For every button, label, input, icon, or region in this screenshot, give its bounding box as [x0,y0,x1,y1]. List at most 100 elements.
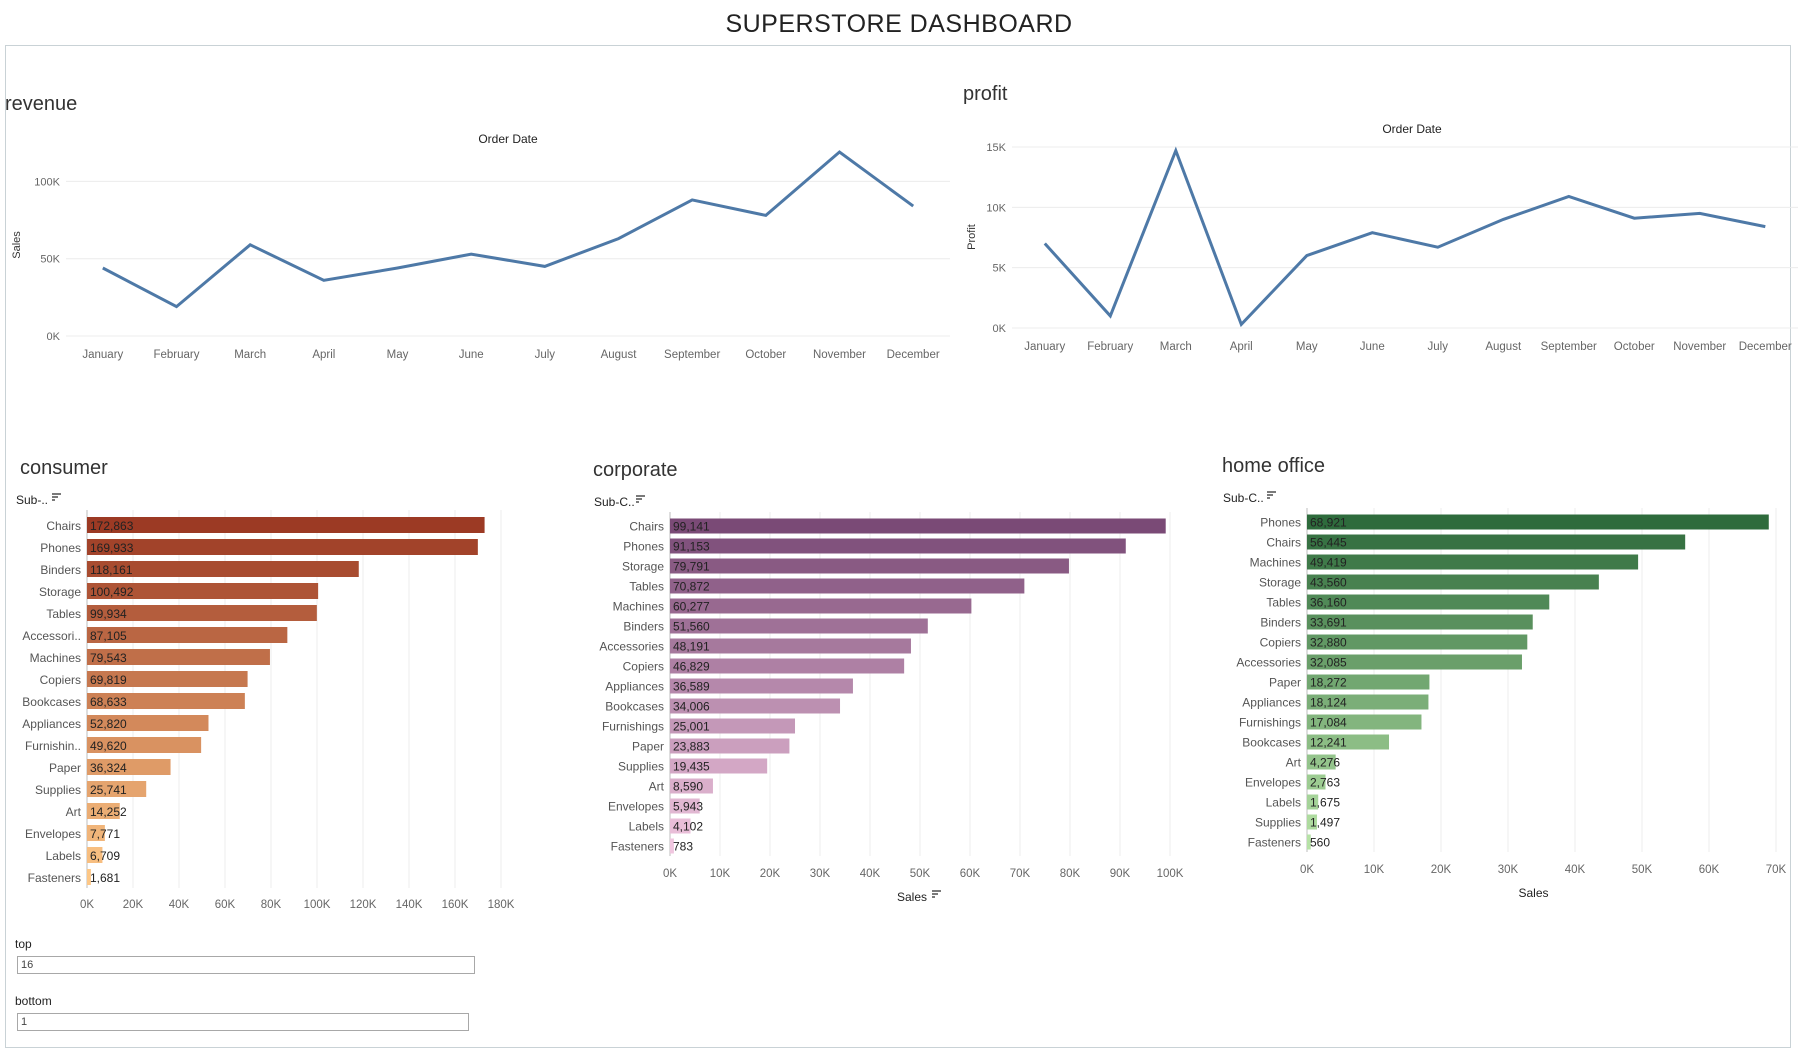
home_office-bar [1307,734,1390,750]
home_office-data-label: 36,160 [1310,596,1347,610]
consumer-data-label: 169,933 [90,541,134,555]
sort-icon[interactable] [932,890,941,898]
corporate-bar [670,698,841,714]
home_office-data-label: 560 [1310,836,1330,850]
corporate-category-label: Bookcases [605,700,664,714]
corporate-category-label: Art [649,780,665,794]
corporate-category-label: Labels [629,820,664,834]
consumer-x-tick-label: 60K [215,899,236,910]
consumer-category-label: Bookcases [22,695,81,709]
consumer-x-tick-label: 40K [169,899,190,910]
corporate-title: corporate [593,459,678,481]
home_office-data-label: 56,445 [1310,536,1347,550]
sort-icon[interactable] [1267,491,1276,499]
home_office-category-label: Art [1286,756,1302,770]
profit-line-chart: Order Date Profit 0K 5K 10K 15K January Febr… [966,122,1798,353]
home_office-data-label: 12,241 [1310,736,1347,750]
revenue-x-tick-label: July [535,349,556,361]
revenue-x-tick-label: March [234,349,266,361]
home_office-x-tick-label: 10K [1364,864,1385,876]
consumer-category-label: Envelopes [25,827,81,841]
consumer-data-label: 118,161 [90,563,133,577]
consumer-data-label: 52,820 [90,717,127,731]
profit-y-tick-label: 0K [993,323,1007,335]
consumer-data-label: 14,252 [90,805,127,819]
home_office-category-label: Storage [1259,576,1301,590]
corporate-x-tick-label: 0K [663,868,677,880]
top-filter-input[interactable] [17,956,475,974]
consumer-category-label: Chairs [46,519,81,533]
corporate-x-axis-label: Sales [897,890,927,904]
corporate-category-label: Supplies [618,760,664,774]
consumer-x-tick-label: 120K [350,899,377,910]
consumer-x-tick-label: 180K [488,899,515,910]
consumer-data-label: 25,741 [90,783,127,797]
profit-x-tick-label: January [1024,341,1065,353]
home_office-category-label: Phones [1260,516,1301,530]
consumer-bar [87,627,288,643]
corporate-bar [670,618,928,634]
bottom-filter-input[interactable] [17,1013,469,1031]
sort-icon[interactable] [52,493,61,501]
profit-x-tick-label: September [1541,341,1597,353]
home_office-category-label: Tables [1266,596,1301,610]
home_office-bar [1307,514,1769,530]
home_office-axis-header: Sub-C.. [1223,491,1264,505]
home_office-data-label: 32,085 [1310,656,1347,670]
top-filter-label: top [15,937,32,951]
consumer-data-label: 79,543 [90,651,127,665]
home_office-category-label: Furnishings [1239,716,1301,730]
corporate-x-tick-label: 50K [910,868,931,880]
profit-x-tick-label: March [1160,341,1192,353]
consumer-x-tick-label: 0K [80,899,94,910]
revenue-x-tick-label: February [153,349,199,361]
home_office-bar [1307,534,1686,550]
corporate-data-label: 91,153 [673,540,710,554]
revenue-x-tick-label: September [664,349,720,361]
home_office-bar [1307,754,1336,770]
consumer-category-label: Appliances [22,717,81,731]
home_office-x-tick-label: 30K [1498,864,1519,876]
home_office-category-label: Supplies [1255,816,1301,830]
home_office-category-label: Binders [1260,616,1301,630]
corporate-data-label: 25,001 [673,720,710,734]
home_office-data-label: 33,691 [1310,616,1347,630]
revenue-x-tick-label: November [813,349,866,361]
corporate-bar [670,658,905,674]
consumer-category-label: Accessori.. [22,629,81,643]
corporate-bar [670,738,790,754]
home_office-bar [1307,814,1318,830]
revenue-y-tick-label: 100K [34,176,60,188]
home_office-data-label: 4,276 [1310,756,1340,770]
consumer-data-label: 87,105 [90,629,127,643]
home_office-category-label: Chairs [1266,536,1301,550]
home_office-bar [1307,614,1533,630]
corporate-category-label: Storage [622,560,664,574]
home_office-data-label: 1,497 [1310,816,1340,830]
dashboard-frame [5,45,1791,1048]
sort-icon[interactable] [636,495,645,503]
profit-title: profit [963,83,1008,105]
consumer-bar [87,847,103,863]
corporate-data-label: 34,006 [673,700,710,714]
corporate-x-tick-label: 40K [860,868,881,880]
revenue-x-tick-label: May [387,349,409,361]
corporate-bar [670,638,911,654]
corporate-bar [670,598,972,614]
corporate-bar [670,518,1166,534]
home_office-bar [1307,654,1522,670]
consumer-x-tick-label: 80K [261,899,282,910]
home_office-bar [1307,774,1326,790]
consumer-data-label: 69,819 [90,673,127,687]
profit-x-tick-label: October [1614,341,1655,353]
consumer-bar [87,737,202,753]
revenue-x-tick-label: January [82,349,123,361]
home_office-category-label: Accessories [1236,656,1301,670]
corporate-bar [670,678,853,694]
corporate-category-label: Furnishings [602,720,664,734]
profit-x-tick-label: August [1485,341,1522,353]
corporate-data-label: 5,943 [673,800,703,814]
home_office-category-label: Machines [1250,556,1301,570]
revenue-x-tick-label: June [459,349,484,361]
corporate-category-label: Chairs [629,520,664,534]
